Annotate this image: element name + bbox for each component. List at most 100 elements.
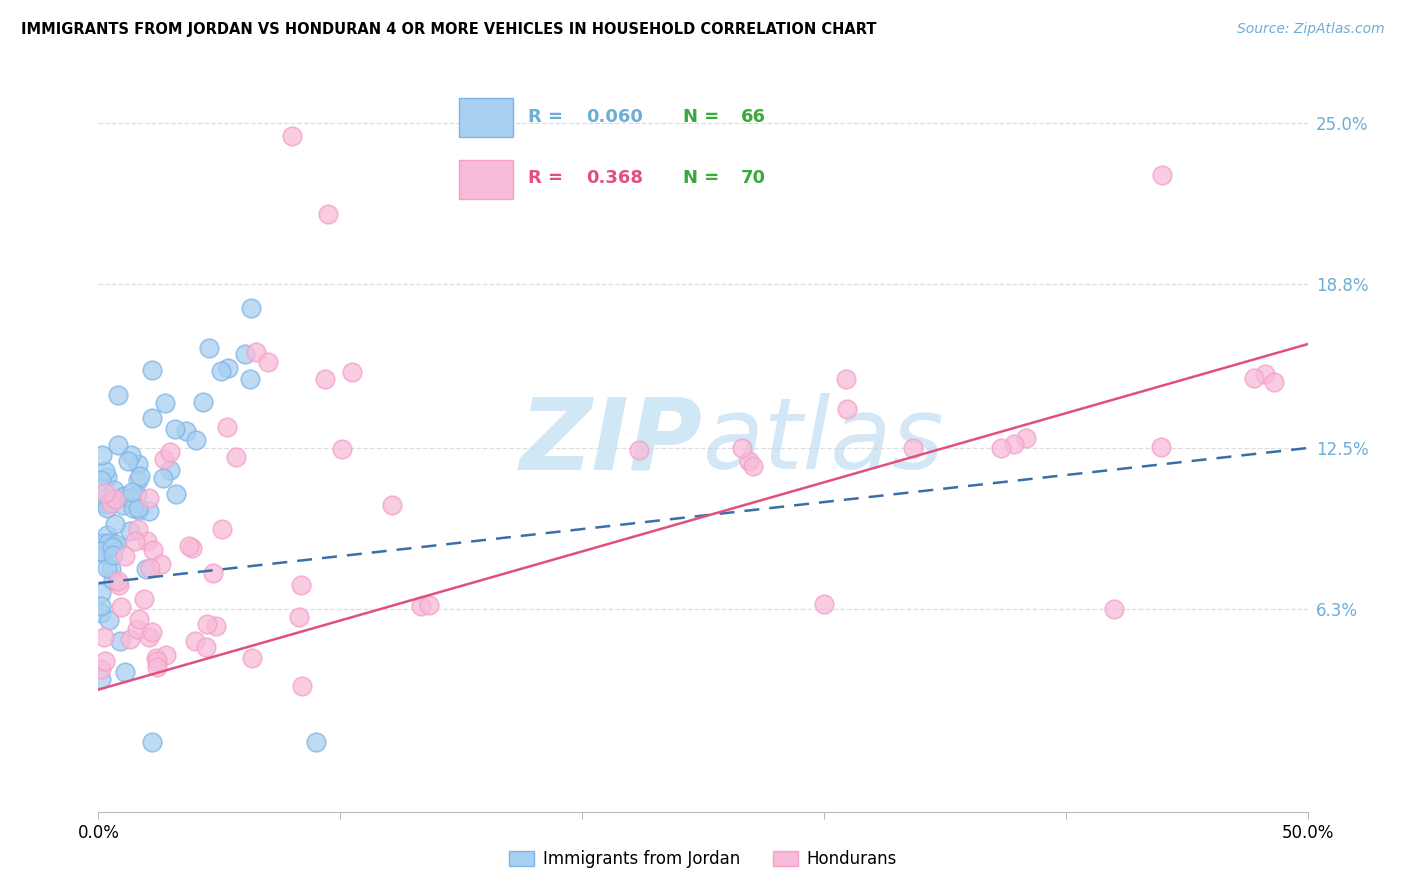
Point — [91, 448, 114, 462]
Point — [118, 524, 141, 538]
Point — [181, 541, 204, 556]
Point — [225, 450, 247, 464]
Point — [93, 548, 115, 562]
Point — [128, 468, 150, 483]
Point — [96, 470, 118, 484]
Point — [100, 496, 122, 510]
Point — [340, 366, 363, 380]
Point — [195, 616, 218, 631]
Point — [91, 536, 114, 550]
Point — [127, 522, 149, 536]
Point — [837, 401, 859, 416]
Point — [209, 364, 232, 378]
Point — [191, 394, 214, 409]
Point — [159, 463, 181, 477]
Point — [96, 528, 118, 542]
Point — [256, 355, 278, 369]
Point — [217, 361, 239, 376]
Point — [135, 562, 157, 576]
Point — [107, 574, 129, 588]
Point — [155, 648, 177, 663]
Point — [93, 630, 115, 644]
Point — [90, 586, 112, 600]
Point — [128, 612, 150, 626]
Point — [110, 599, 132, 614]
Point — [114, 549, 136, 563]
Point — [245, 345, 267, 359]
Point — [1263, 375, 1285, 389]
Point — [90, 662, 112, 676]
Point — [316, 207, 339, 221]
Point — [120, 632, 142, 647]
Point — [146, 654, 169, 668]
Point — [138, 503, 160, 517]
Point — [90, 599, 112, 613]
Point — [90, 544, 112, 558]
Point — [194, 640, 217, 655]
Point — [121, 484, 143, 499]
Point — [90, 607, 112, 621]
Point — [96, 560, 118, 574]
Point — [305, 734, 328, 748]
Point — [127, 501, 149, 516]
Point — [152, 471, 174, 485]
Point — [381, 498, 404, 512]
Point — [150, 558, 173, 572]
Point — [94, 485, 117, 500]
Point — [281, 129, 304, 144]
Point — [112, 489, 135, 503]
Point — [201, 566, 224, 580]
Point — [94, 491, 117, 505]
Text: ZIP: ZIP — [520, 393, 703, 490]
Point — [198, 342, 221, 356]
Point — [1102, 602, 1125, 616]
Point — [120, 448, 142, 462]
Point — [138, 491, 160, 506]
Point — [1150, 441, 1173, 455]
Point — [177, 539, 200, 553]
Point — [96, 501, 118, 516]
Point — [117, 454, 139, 468]
Point — [239, 301, 262, 315]
Point — [903, 441, 925, 455]
Point — [97, 536, 120, 550]
Point — [141, 625, 163, 640]
Point — [104, 517, 127, 532]
Point — [107, 388, 129, 402]
Point — [141, 363, 163, 377]
Point — [90, 474, 112, 488]
Point — [1243, 371, 1265, 385]
Point — [291, 679, 314, 693]
Point — [100, 562, 122, 576]
Text: IMMIGRANTS FROM JORDAN VS HONDURAN 4 OR MORE VEHICLES IN HOUSEHOLD CORRELATION C: IMMIGRANTS FROM JORDAN VS HONDURAN 4 OR … — [21, 22, 876, 37]
Point — [97, 541, 120, 555]
Point — [132, 592, 155, 607]
Point — [127, 473, 149, 487]
Point — [330, 442, 353, 457]
Point — [165, 487, 187, 501]
Point — [730, 441, 752, 455]
Point — [103, 573, 125, 587]
Point — [242, 651, 264, 665]
Point — [1253, 367, 1275, 381]
Point — [835, 372, 858, 386]
Point — [141, 411, 163, 425]
Point — [104, 491, 127, 506]
Text: Source: ZipAtlas.com: Source: ZipAtlas.com — [1237, 22, 1385, 37]
Point — [139, 561, 162, 575]
Point — [101, 549, 124, 563]
Point — [239, 372, 262, 386]
Point — [288, 610, 311, 624]
Point — [1015, 431, 1038, 445]
Point — [97, 613, 120, 627]
Point — [411, 599, 433, 614]
Point — [141, 734, 163, 748]
Point — [120, 491, 142, 505]
Point — [418, 598, 440, 612]
Point — [174, 424, 197, 438]
Point — [1152, 168, 1174, 182]
Point — [155, 396, 177, 410]
Point — [145, 651, 167, 665]
Point — [107, 438, 129, 452]
Point — [314, 372, 336, 386]
